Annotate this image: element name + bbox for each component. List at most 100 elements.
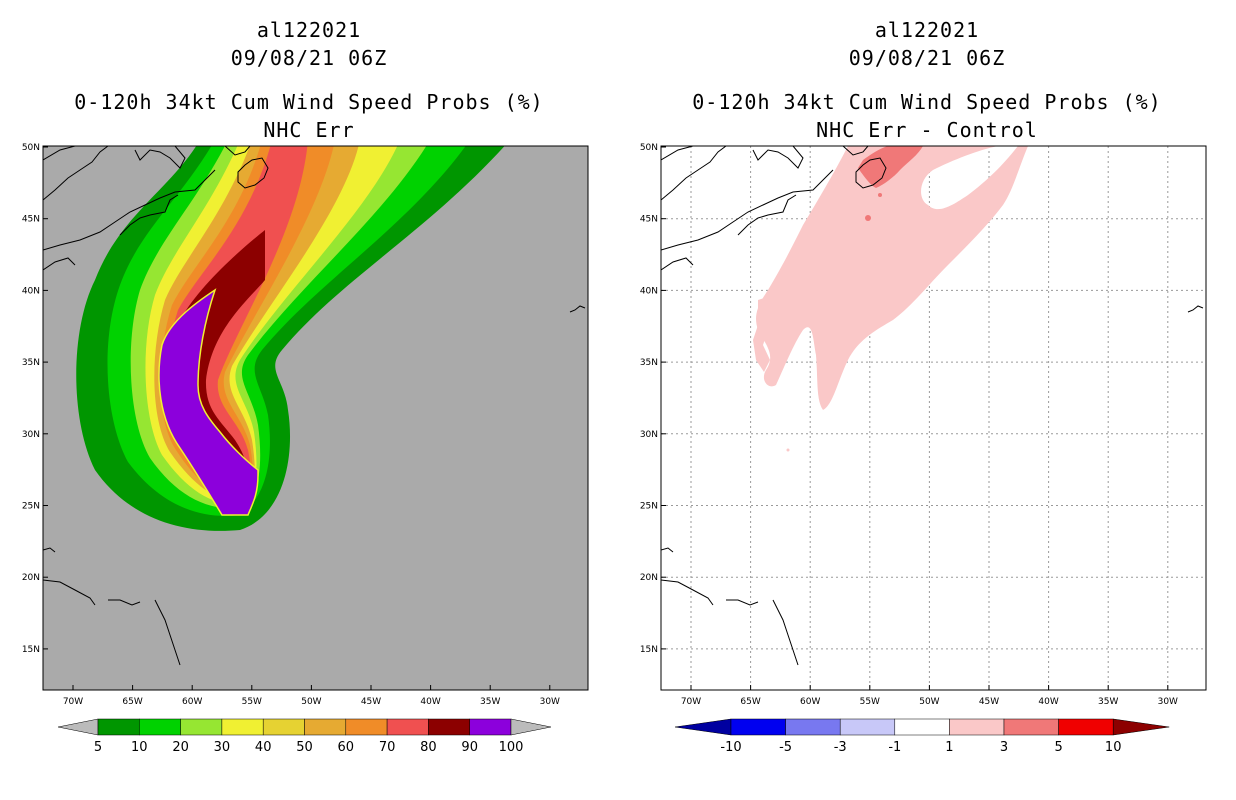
colorbar-box bbox=[1003, 718, 1059, 736]
colorbar-box bbox=[97, 718, 140, 736]
right-map: 70W 65W 60W 55W 50W 45W 40W 35W 30W 50N 45N 40N 35N 3… bbox=[640, 143, 1207, 755]
colorbar-label: 5 bbox=[94, 740, 102, 755]
colorbar-box bbox=[469, 718, 512, 736]
lon-label: 60W bbox=[800, 697, 820, 707]
lat-label: 20N bbox=[22, 573, 40, 583]
lon-label: 45W bbox=[979, 697, 999, 707]
colorbar-end-high bbox=[1112, 718, 1170, 736]
lon-label: 70W bbox=[63, 697, 83, 707]
lat-label: 35N bbox=[640, 358, 658, 368]
lat-label: 40N bbox=[640, 286, 658, 296]
left-coastlines bbox=[43, 146, 586, 666]
colorbar-label: 80 bbox=[420, 740, 437, 755]
lat-label: 30N bbox=[640, 430, 658, 440]
lat-label: 35N bbox=[22, 358, 40, 368]
colorbar-label: 10 bbox=[1105, 740, 1122, 755]
right-panel: al122021 09/08/21 06Z 0-120h 34kt Cum Wi… bbox=[618, 0, 1236, 800]
lon-label: 65W bbox=[740, 697, 760, 707]
right-coastlines bbox=[661, 146, 1204, 666]
lon-label: 35W bbox=[480, 697, 500, 707]
lon-label: 30W bbox=[1158, 697, 1178, 707]
lon-label: 55W bbox=[242, 697, 262, 707]
colorbar-label: 5 bbox=[1054, 740, 1062, 755]
colorbar-end-low bbox=[57, 718, 99, 736]
diff-region-3 bbox=[858, 146, 923, 188]
colorbar-box bbox=[730, 718, 786, 736]
lon-label: 60W bbox=[182, 697, 202, 707]
lat-label: 15N bbox=[22, 645, 40, 655]
colorbar-box bbox=[785, 718, 841, 736]
colorbar-box bbox=[345, 718, 388, 736]
right-axis-labels: 70W 65W 60W 55W 50W 45W 40W 35W 30W 50N 45N 40N 35N 3… bbox=[640, 143, 1178, 707]
colorbar-label: 90 bbox=[461, 740, 478, 755]
colorbar-box bbox=[180, 718, 223, 736]
right-storm-id: al122021 bbox=[874, 18, 980, 42]
right-map-frame bbox=[660, 145, 1207, 691]
colorbar-label: 40 bbox=[255, 740, 272, 755]
colorbar-label: 70 bbox=[379, 740, 396, 755]
colorbar-box bbox=[1058, 718, 1114, 736]
lat-label: 25N bbox=[22, 502, 40, 512]
prob-band-100 bbox=[158, 288, 259, 516]
left-subtitle: NHC Err bbox=[263, 118, 355, 142]
lat-label: 45N bbox=[640, 215, 658, 225]
lon-label: 50W bbox=[919, 697, 939, 707]
colorbar-label: 60 bbox=[338, 740, 355, 755]
diff-region-1-main bbox=[756, 146, 1028, 410]
colorbar-label: 100 bbox=[499, 740, 524, 755]
right-subtitle: NHC Err - Control bbox=[816, 118, 1038, 142]
left-product-title: 0-120h 34kt Cum Wind Speed Probs (%) bbox=[74, 90, 544, 114]
lat-label: 15N bbox=[640, 645, 658, 655]
lat-label: 30N bbox=[22, 430, 40, 440]
colorbar-box bbox=[428, 718, 470, 736]
lat-label: 40N bbox=[22, 286, 40, 296]
lon-label: 35W bbox=[1098, 697, 1118, 707]
left-panel: al122021 09/08/21 06Z 0-120h 34kt Cum Wi… bbox=[22, 18, 589, 755]
lat-label: 50N bbox=[640, 143, 658, 153]
lon-label: 55W bbox=[860, 697, 880, 707]
lon-label: 40W bbox=[1038, 697, 1058, 707]
lat-label: 50N bbox=[22, 143, 40, 153]
colorbar-box bbox=[304, 718, 347, 736]
diff-speck bbox=[865, 215, 871, 221]
right-datetime: 09/08/21 06Z bbox=[848, 46, 1006, 70]
colorbar-label: 20 bbox=[172, 740, 189, 755]
colorbar-end-low bbox=[674, 718, 732, 736]
colorbar-label: -10 bbox=[720, 740, 741, 755]
colorbar-box bbox=[839, 718, 896, 736]
diff-region-1-west bbox=[753, 295, 783, 372]
colorbar-end-high bbox=[510, 718, 552, 736]
lat-label: 25N bbox=[640, 502, 658, 512]
lon-label: 50W bbox=[301, 697, 321, 707]
left-datetime: 09/08/21 06Z bbox=[230, 46, 388, 70]
right-product-title: 0-120h 34kt Cum Wind Speed Probs (%) bbox=[692, 90, 1162, 114]
left-colorbar: 5 10 20 30 40 50 60 70 80 90 100 bbox=[57, 718, 552, 755]
lon-label: 30W bbox=[540, 697, 560, 707]
lon-label: 40W bbox=[420, 697, 440, 707]
colorbar-label: -1 bbox=[888, 740, 901, 755]
colorbar-label: 50 bbox=[296, 740, 313, 755]
lon-label: 65W bbox=[122, 697, 142, 707]
left-axis-labels: 70W 65W 60W 55W 50W 45W 40W 35W 30W 50N 45N 40N 35N 3… bbox=[22, 143, 560, 707]
colorbar-box bbox=[894, 718, 950, 736]
left-storm-id: al122021 bbox=[256, 18, 362, 42]
colorbar-box bbox=[221, 718, 264, 736]
lon-label: 45W bbox=[361, 697, 381, 707]
left-map: 70W 65W 60W 55W 50W 45W 40W 35W 30W 50N 45N 40N 35N 3… bbox=[22, 143, 589, 755]
lat-label: 20N bbox=[640, 573, 658, 583]
colorbar-box bbox=[949, 718, 1005, 736]
lat-label: 45N bbox=[22, 215, 40, 225]
colorbar-label: -3 bbox=[834, 740, 847, 755]
colorbar-label: 3 bbox=[1000, 740, 1008, 755]
left-map-frame bbox=[42, 145, 589, 691]
lon-label: 70W bbox=[681, 697, 701, 707]
colorbar-label: -5 bbox=[779, 740, 792, 755]
colorbar-box bbox=[386, 718, 429, 736]
colorbar-box bbox=[139, 718, 181, 736]
diff-speck bbox=[786, 448, 790, 452]
colorbar-label: 1 bbox=[945, 740, 953, 755]
diff-speck bbox=[878, 193, 882, 197]
colorbar-box bbox=[262, 718, 305, 736]
colorbar-label: 30 bbox=[214, 740, 231, 755]
right-colorbar: -10 -5 -3 -1 1 3 5 10 bbox=[674, 718, 1170, 755]
